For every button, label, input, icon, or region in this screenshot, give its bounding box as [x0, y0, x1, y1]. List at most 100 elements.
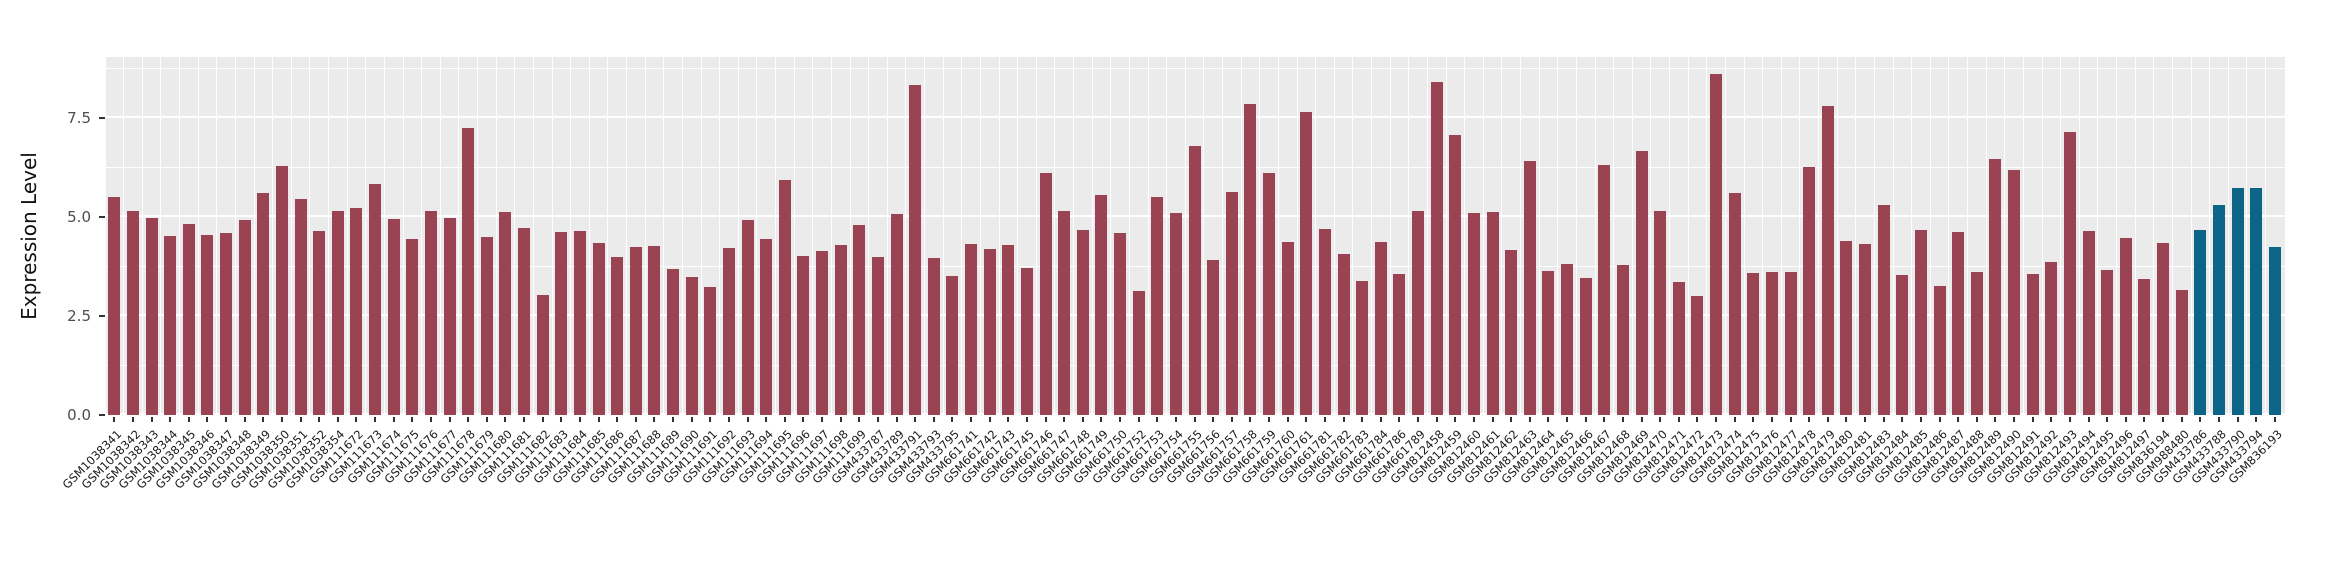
x-slot: GSM812493	[2020, 415, 2080, 580]
x-slot: GSM812466	[1536, 415, 1596, 580]
bar-slot	[2004, 57, 2024, 415]
x-tick-mark	[411, 417, 414, 422]
bar-slot	[104, 57, 124, 415]
x-tick-mark	[1230, 417, 1233, 422]
x-slot: GSM433795	[903, 415, 962, 580]
x-tick-mark	[895, 417, 898, 422]
x-tick-mark	[2013, 417, 2016, 422]
x-slot: GSM1038352	[264, 415, 329, 580]
bar-slot	[253, 57, 273, 415]
x-slot: GSM812478	[1760, 415, 1819, 580]
bar-slot	[2134, 57, 2154, 415]
bar	[1710, 73, 1723, 415]
x-tick-mark	[709, 417, 712, 422]
x-tick-mark	[1249, 417, 1252, 422]
x-slot: GSM111696	[754, 415, 813, 580]
bar	[1933, 285, 1946, 415]
x-slot: GSM111698	[791, 415, 851, 580]
x-tick-mark	[1845, 417, 1848, 422]
x-tick-mark	[1789, 417, 1792, 422]
bar-slot	[737, 57, 757, 415]
x-tick-mark	[374, 417, 377, 422]
x-tick-mark	[225, 417, 228, 422]
bar-slot	[477, 57, 497, 415]
bar-slot	[1650, 57, 1670, 415]
x-slot: GSM812487	[1909, 415, 1968, 580]
x-tick-mark	[2162, 417, 2165, 422]
x-slot: GSM111694	[717, 415, 776, 580]
x-tick-mark	[299, 417, 302, 422]
bar-slot	[756, 57, 776, 415]
x-tick-mark	[1808, 417, 1811, 422]
x-slot: GSM111675	[363, 415, 422, 580]
bar	[182, 224, 195, 415]
bar-slot	[1967, 57, 1987, 415]
x-tick-mark	[970, 417, 973, 422]
x-slot: GSM661781	[1275, 415, 1335, 580]
bar-slot	[2116, 57, 2136, 415]
x-tick-mark	[765, 417, 768, 422]
bar-slot	[1929, 57, 1949, 415]
bar-slot	[700, 57, 720, 415]
x-slot: GSM111676	[381, 415, 441, 580]
bar-slot	[439, 57, 459, 415]
x-tick-mark	[336, 417, 339, 422]
y-tick-mark	[99, 216, 105, 219]
bar-slot	[681, 57, 701, 415]
bar	[1412, 210, 1425, 415]
bar-slot	[961, 57, 981, 415]
bar-slot	[942, 57, 962, 415]
x-slot: GSM661783	[1313, 415, 1372, 580]
bar	[946, 276, 959, 415]
bar-slot	[1035, 57, 1055, 415]
bar-slot	[2041, 57, 2061, 415]
x-slot: GSM661746	[996, 415, 1055, 580]
bar	[2119, 237, 2132, 415]
x-tick-mark	[932, 417, 935, 422]
x-tick-mark	[1100, 417, 1103, 422]
x-tick-mark	[467, 417, 470, 422]
bar	[853, 224, 866, 415]
x-slot: GSM661750	[1071, 415, 1130, 580]
x-tick-mark	[485, 417, 488, 422]
x-tick-mark	[1770, 417, 1773, 422]
bar	[2063, 132, 2076, 415]
bar-slot	[1520, 57, 1540, 415]
x-tick-mark	[1975, 417, 1978, 422]
bar	[2175, 290, 2188, 415]
bar	[1374, 241, 1387, 415]
x-tick-mark	[1472, 417, 1475, 422]
x-slot: GSM433790	[2188, 415, 2247, 580]
x-tick-mark	[2031, 417, 2034, 422]
x-slot: GSM812483	[1834, 415, 1894, 580]
bar	[164, 235, 177, 415]
x-slot: GSM812477	[1741, 415, 1800, 580]
x-slot: GSM111693	[698, 415, 757, 580]
bar	[685, 276, 698, 415]
bar	[2101, 269, 2114, 415]
x-slot: GSM661760	[1238, 415, 1298, 580]
x-slot: GSM661789	[1369, 415, 1428, 580]
bar-slot	[2153, 57, 2173, 415]
bar-slot	[1575, 57, 1595, 415]
x-tick-mark	[169, 417, 172, 422]
x-slot: GSM812494	[2039, 415, 2098, 580]
bar	[1765, 272, 1778, 415]
x-slot: GSM111692	[679, 415, 739, 580]
bar	[499, 211, 512, 415]
x-tick-mark	[243, 417, 246, 422]
y-axis: 0.0 2.5 5.0 7.5	[0, 57, 105, 424]
bar-slot	[1333, 57, 1353, 415]
x-slot: GSM1038341	[60, 415, 124, 580]
x-slot: GSM661742	[940, 415, 1000, 580]
bar	[145, 217, 158, 415]
x-slot: GSM812480	[1797, 415, 1856, 580]
x-tick-mark	[131, 417, 134, 422]
x-tick-mark	[988, 417, 991, 422]
x-tick-mark	[616, 417, 619, 422]
x-tick-mark	[2199, 417, 2202, 422]
x-tick-mark	[1919, 417, 1922, 422]
x-axis-labels: GSM1038341 GSM1038342 GSM1038343 GSM1038344…	[60, 415, 2285, 580]
bar	[871, 256, 884, 415]
